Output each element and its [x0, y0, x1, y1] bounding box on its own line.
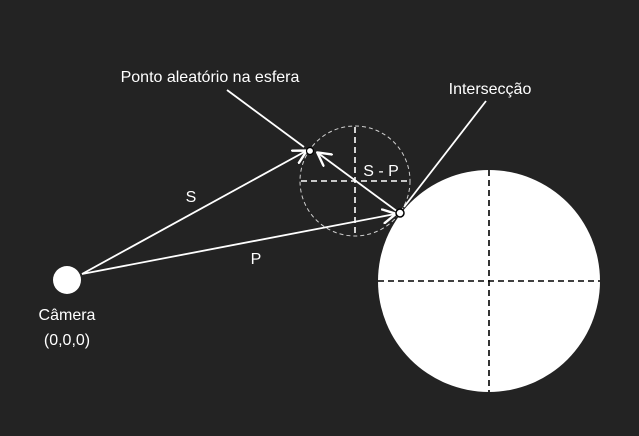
vector-s-minus-p-label: S - P	[363, 163, 399, 180]
camera-label: Câmera	[39, 307, 96, 324]
vector-s-minus-p-arrow	[318, 153, 399, 213]
intersection-point-marker	[395, 208, 405, 218]
random-point-marker	[305, 146, 315, 156]
random-point-leader	[226, 89, 305, 148]
vector-s-arrow	[81, 151, 306, 275]
intersection-leader	[403, 100, 487, 208]
vector-p-arrow	[81, 214, 395, 275]
vector-s-label: S	[186, 189, 197, 206]
random-point-label: Ponto aleatório na esfera	[121, 69, 300, 86]
sample-sphere-outline	[299, 125, 411, 237]
vector-p-label: P	[251, 251, 262, 268]
camera-coords-label: (0,0,0)	[44, 332, 90, 349]
camera-point	[53, 266, 81, 294]
intersection-label: Intersecção	[449, 81, 532, 98]
